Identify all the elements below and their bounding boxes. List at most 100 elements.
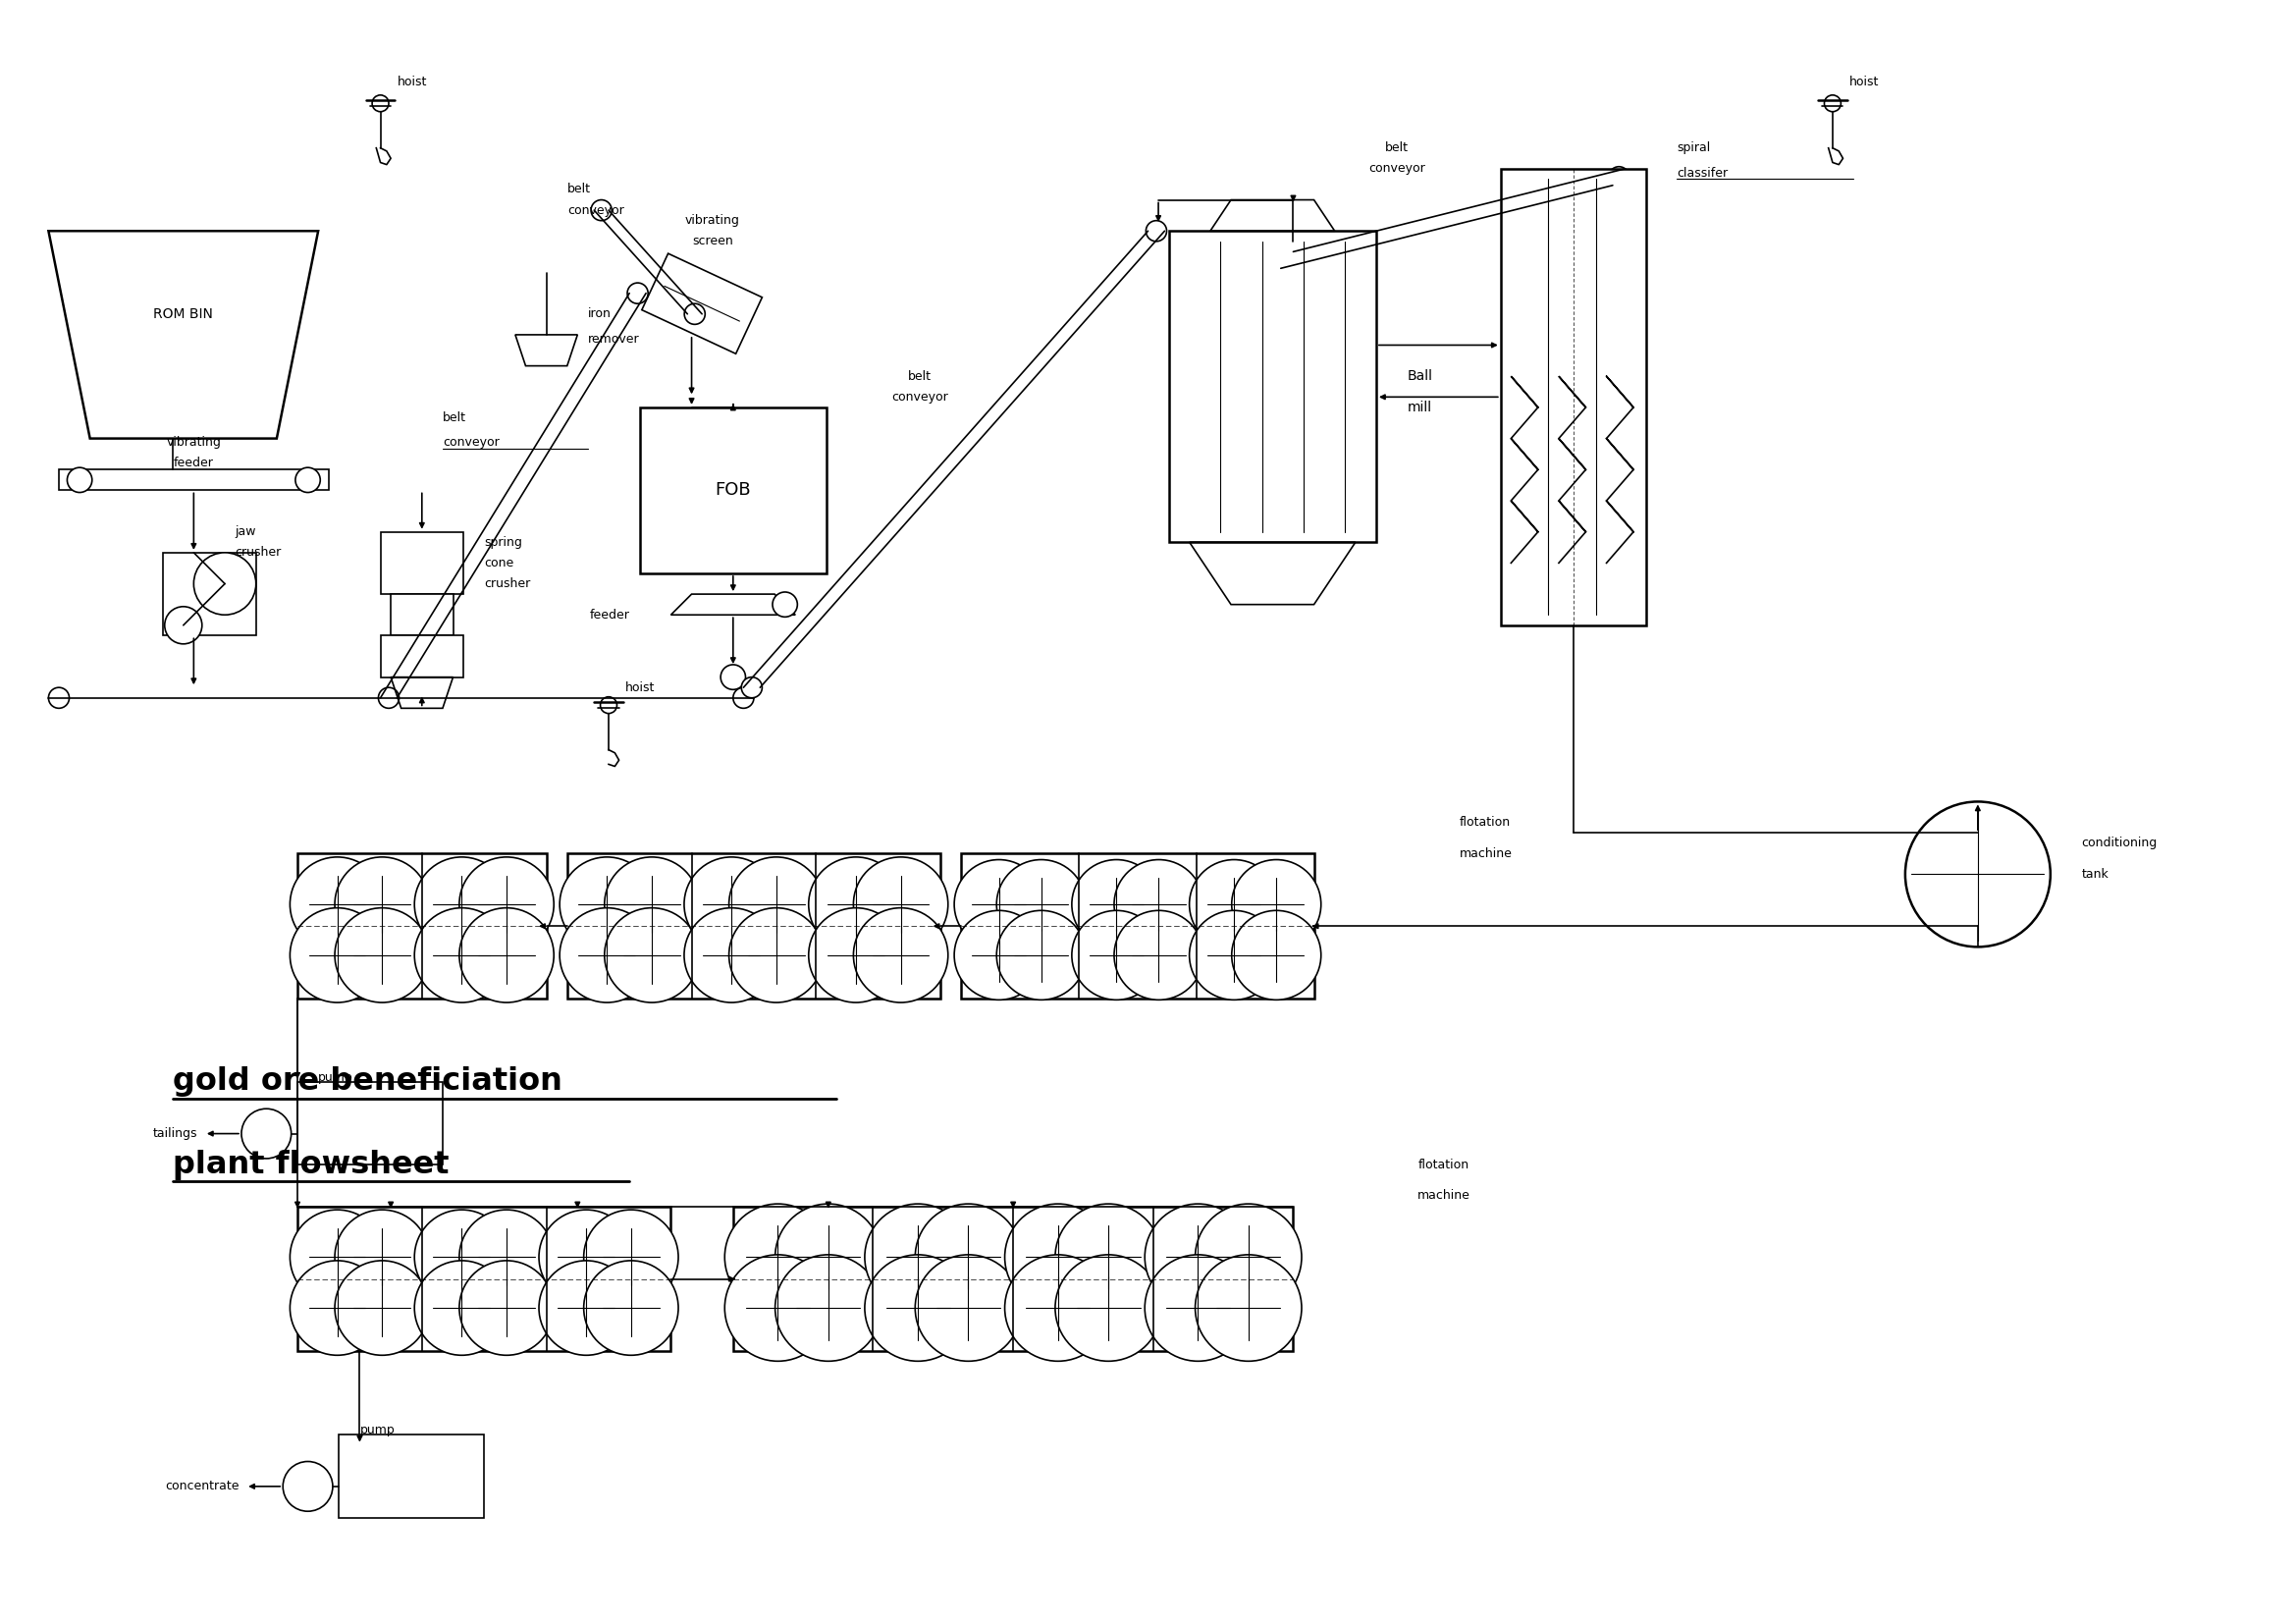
Circle shape [1189, 911, 1279, 1000]
Text: conveyor: conveyor [443, 437, 498, 448]
Circle shape [916, 1203, 1022, 1311]
Text: feeder: feeder [174, 456, 214, 469]
Circle shape [459, 857, 553, 952]
Circle shape [1006, 1255, 1111, 1361]
Text: spiral: spiral [1676, 141, 1711, 154]
Bar [1169, 231, 1375, 542]
Circle shape [732, 687, 753, 708]
Circle shape [241, 1109, 292, 1158]
Text: hoist: hoist [397, 75, 427, 88]
Circle shape [540, 1210, 634, 1304]
Circle shape [1231, 859, 1320, 948]
Circle shape [282, 1462, 333, 1512]
Bar [298, 1207, 670, 1351]
Circle shape [776, 1255, 882, 1361]
Circle shape [67, 468, 92, 492]
Text: vibrating: vibrating [684, 214, 739, 227]
Circle shape [1056, 1203, 1162, 1311]
Text: hoist: hoist [1848, 75, 1878, 88]
Text: flotation: flotation [1417, 1158, 1469, 1171]
Text: belt: belt [907, 370, 932, 383]
Circle shape [1231, 911, 1320, 1000]
Bar [732, 1207, 1293, 1351]
Circle shape [165, 607, 202, 645]
Text: machine: machine [1417, 1189, 1469, 1202]
Text: pump: pump [319, 1072, 354, 1083]
Text: screen: screen [691, 235, 732, 248]
Circle shape [289, 857, 383, 952]
Bar [298, 1082, 443, 1164]
Bar [163, 552, 255, 635]
Circle shape [1072, 911, 1162, 1000]
Bar [1502, 169, 1646, 625]
Circle shape [335, 1260, 429, 1356]
Circle shape [1196, 1255, 1302, 1361]
Circle shape [416, 908, 510, 1002]
Text: conveyor: conveyor [567, 205, 625, 216]
Circle shape [590, 200, 611, 221]
Circle shape [1906, 802, 2050, 947]
Circle shape [854, 857, 948, 952]
Circle shape [599, 697, 618, 713]
Circle shape [996, 911, 1086, 1000]
Circle shape [604, 908, 698, 1002]
Circle shape [955, 911, 1045, 1000]
Circle shape [379, 687, 400, 708]
Circle shape [296, 468, 319, 492]
Text: spring: spring [484, 536, 521, 549]
Text: mill: mill [1407, 401, 1433, 414]
Circle shape [372, 96, 388, 112]
Circle shape [808, 908, 902, 1002]
Circle shape [583, 1210, 677, 1304]
Circle shape [721, 664, 746, 690]
Circle shape [1146, 1255, 1251, 1361]
Circle shape [604, 857, 698, 952]
Text: feeder: feeder [590, 609, 629, 622]
Bar [298, 854, 546, 999]
Circle shape [1609, 167, 1630, 187]
Circle shape [728, 857, 824, 952]
Circle shape [560, 857, 654, 952]
Text: Ball: Ball [1407, 369, 1433, 383]
Text: flotation: flotation [1460, 815, 1511, 828]
Circle shape [684, 908, 778, 1002]
Circle shape [1825, 96, 1841, 112]
Circle shape [416, 1260, 510, 1356]
Circle shape [854, 908, 948, 1002]
Bar [390, 594, 452, 635]
Bar [60, 469, 328, 490]
Circle shape [289, 1210, 383, 1304]
Text: machine: machine [1460, 848, 1513, 859]
Text: FOB: FOB [714, 482, 751, 499]
Text: crusher: crusher [234, 546, 282, 559]
Circle shape [728, 908, 824, 1002]
Text: conveyor: conveyor [891, 391, 948, 403]
Text: ROM BIN: ROM BIN [154, 307, 214, 322]
Text: cone: cone [484, 557, 514, 570]
Text: belt: belt [443, 411, 466, 424]
Text: gold ore beneficiation: gold ore beneficiation [172, 1067, 563, 1096]
Circle shape [771, 593, 797, 617]
Circle shape [808, 857, 902, 952]
Circle shape [193, 552, 255, 615]
Circle shape [289, 1260, 383, 1356]
Circle shape [1056, 1255, 1162, 1361]
Circle shape [776, 1203, 882, 1311]
Circle shape [1277, 250, 1297, 271]
Circle shape [1196, 1203, 1302, 1311]
Bar [962, 854, 1313, 999]
Circle shape [1006, 1203, 1111, 1311]
Text: iron: iron [588, 307, 611, 320]
Circle shape [1146, 221, 1166, 242]
Circle shape [726, 1255, 831, 1361]
Circle shape [684, 857, 778, 952]
Text: jaw: jaw [234, 526, 257, 538]
Circle shape [1114, 859, 1203, 948]
Circle shape [335, 857, 429, 952]
Circle shape [627, 283, 647, 304]
Circle shape [1146, 1203, 1251, 1311]
Bar [567, 854, 941, 999]
Circle shape [459, 1260, 553, 1356]
Text: pump: pump [360, 1424, 395, 1437]
Circle shape [289, 908, 383, 1002]
